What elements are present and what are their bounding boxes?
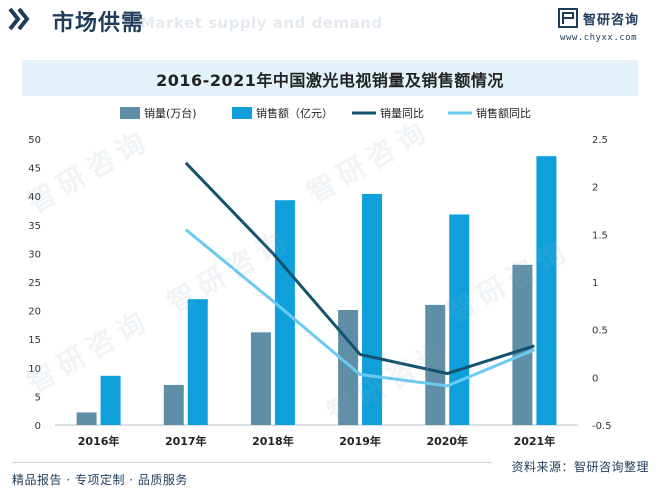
y-left-tick-label: 20 [28,307,41,318]
line-sales-yoy [184,228,535,388]
bar-sales [362,193,383,425]
y-right-tick-label: 2 [592,183,598,194]
y-left-tick-label: 50 [28,135,41,146]
y-left-tick-label: 10 [28,364,41,375]
y-right-tick-label: -0.5 [592,421,612,432]
y-right-tick-label: 0.5 [592,326,608,337]
x-tick-label: 2020年 [426,434,468,448]
bar-sales [536,156,557,425]
x-tick-label: 2017年 [165,434,207,448]
legend-label: 销售额（亿元） [256,106,333,120]
brand: 智研咨询 [557,8,639,28]
header-watermark: Market supply and demand [140,14,383,32]
page-title: 市场供需 [52,11,145,36]
double-chevron-icon [8,7,30,31]
bar-volume [250,332,271,425]
legend-label: 销量(万台) [144,106,197,120]
y-right-tick-label: 0 [592,373,598,384]
x-tick-label: 2021年 [514,434,556,448]
x-tick-label: 2018年 [252,434,294,448]
header: Market supply and demand 市场供需 智研咨询 www.c… [0,0,661,52]
bar-volume [338,310,359,425]
legend-swatch [232,107,252,119]
brand-url: www.chyxx.com [560,33,637,43]
chart-title-band: 2016-2021年中国激光电视销量及销售额情况 [22,60,638,96]
footer-tagline: 精品报告 · 专项定制 · 品质服务 [12,473,188,487]
bar-sales [100,375,121,425]
y-left-tick-label: 5 [35,392,41,403]
y-left-tick-label: 0 [35,421,41,432]
brand-logo-icon [557,8,578,28]
y-right-tick-label: 1 [592,278,598,289]
y-left-tick-label: 45 [28,164,41,175]
x-tick-label: 2019年 [339,434,381,448]
footer-divider [12,462,492,463]
y-left-tick-label: 40 [28,192,41,203]
y-left-tick-label: 35 [28,221,41,232]
chart: 0 5 10 15 20 25 30 35 40 45 50 -0.5 0 0.5 1 1.5 2 2.5 2016… [28,106,612,448]
y-left-tick-label: 25 [28,278,41,289]
x-tick-label: 2016年 [78,434,120,448]
footer-source: 资料来源：智研咨询整理 [511,460,649,474]
bar-sales [187,299,208,425]
y-left-tick-label: 15 [28,335,41,346]
brand-name: 智研咨询 [582,12,639,28]
line-volume-yoy [184,161,535,376]
y-right-tick-label: 2.5 [592,135,608,146]
bar-volume [76,412,97,425]
y-left-tick-label: 30 [28,249,41,260]
bar-volume [425,304,446,425]
bar-volume [512,264,533,425]
legend-label: 销量同比 [380,106,424,120]
y-right-tick-label: 1.5 [592,230,608,241]
legend-swatch [120,107,140,119]
bar-volume [163,384,184,425]
legend-label: 销售额同比 [476,106,531,120]
chart-title: 2016-2021年中国激光电视销量及销售额情况 [156,71,504,90]
bar-sales [449,214,470,425]
